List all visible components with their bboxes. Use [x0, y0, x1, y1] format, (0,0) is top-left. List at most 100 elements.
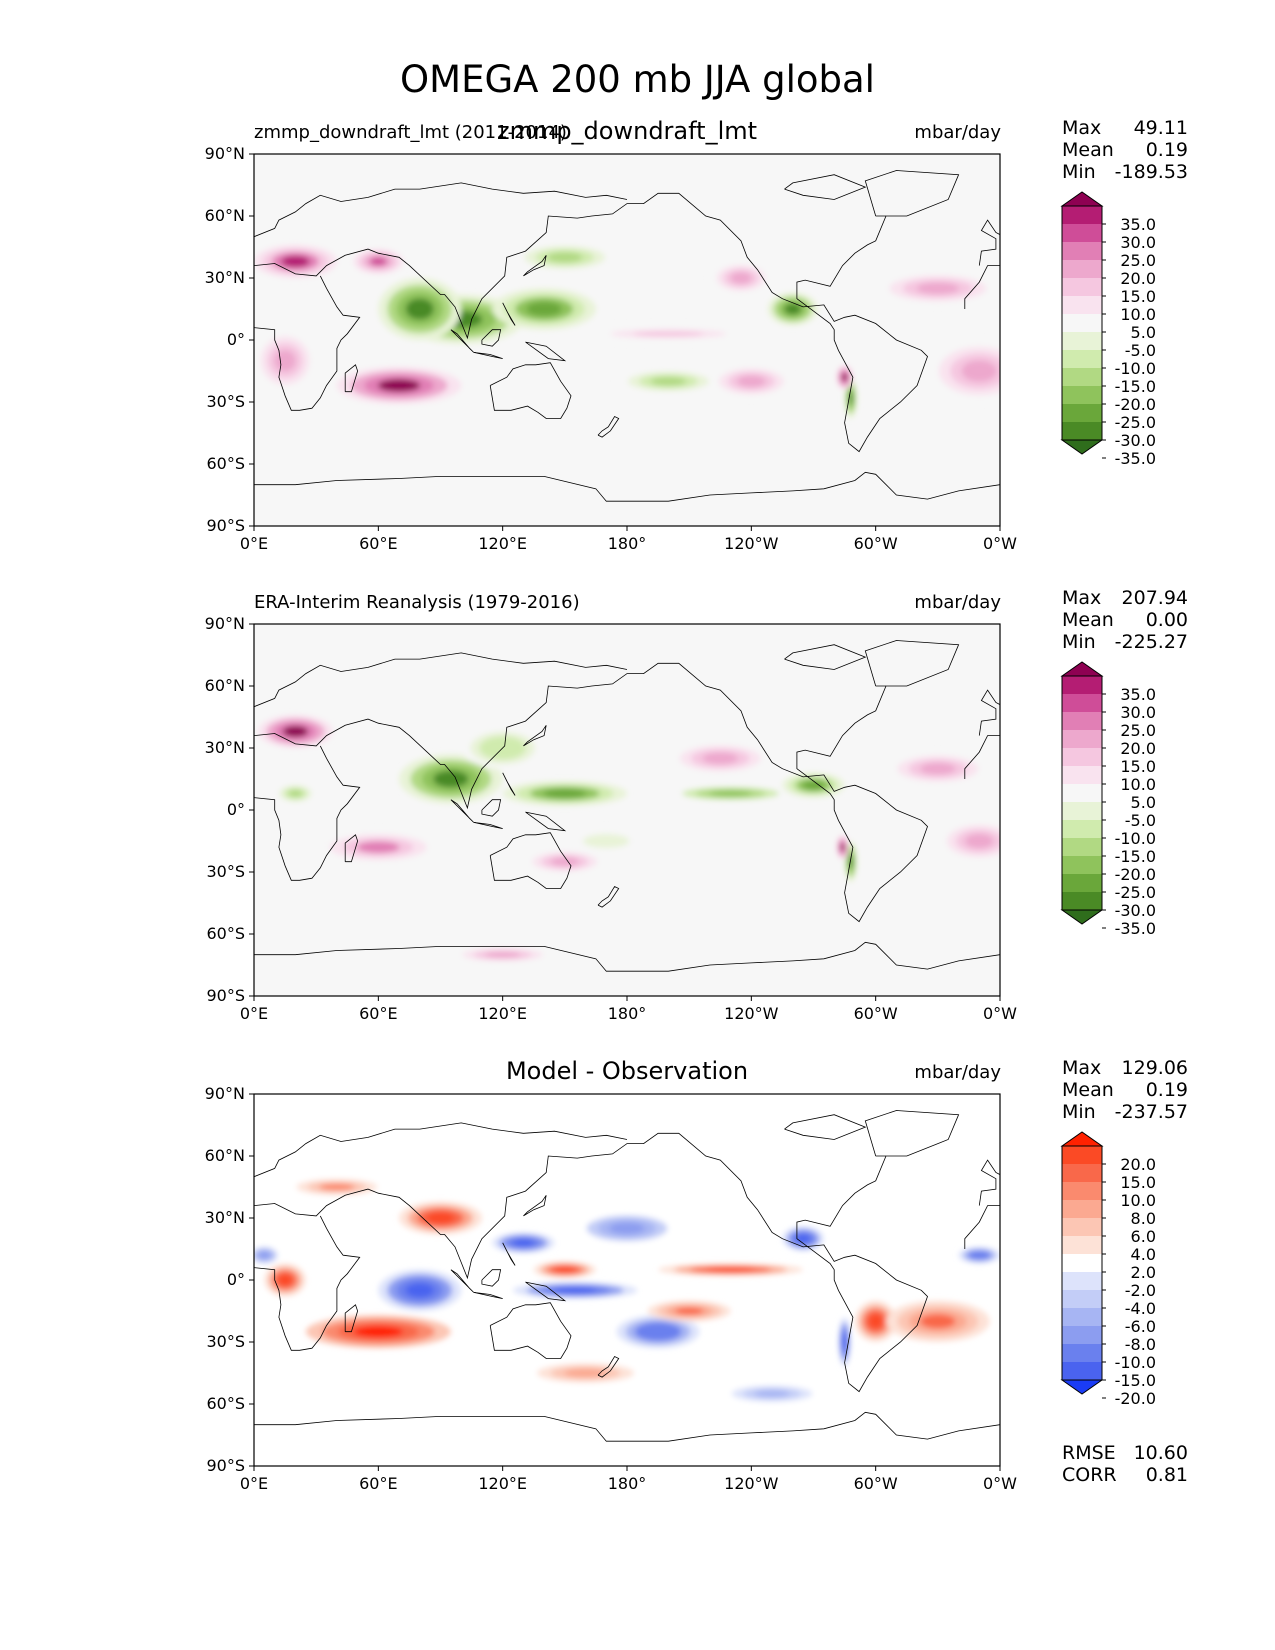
panel3-corr-label: CORR	[1062, 1464, 1117, 1486]
figure-title: OMEGA 200 mb JJA global	[400, 58, 875, 101]
coastline-5	[489, 832, 572, 889]
panel1-min-value: -189.53	[1114, 161, 1188, 183]
colorbar-segment	[1062, 874, 1102, 892]
field-region-13	[705, 1267, 756, 1272]
colorbar-label: -20.0	[1115, 395, 1156, 414]
colorbar-label: 20.0	[1120, 1155, 1156, 1174]
coastline-0	[254, 662, 928, 923]
field-region-12	[920, 763, 956, 775]
field-region-6	[512, 1239, 534, 1247]
coastline-12	[525, 1281, 567, 1302]
coastline-3	[964, 735, 1000, 779]
y-tick-label: 60°S	[206, 1394, 245, 1413]
coastline-2	[254, 1122, 628, 1178]
colorbar-segment	[1062, 1236, 1102, 1254]
map-obs	[254, 624, 1000, 996]
field-region-15	[675, 1307, 704, 1315]
colorbar-segment	[1062, 892, 1102, 910]
y-tick-label: 90°S	[206, 1456, 245, 1475]
colorbar-segment	[1062, 712, 1102, 730]
coastline-14	[523, 1195, 547, 1217]
y-tick-label: 0°	[227, 330, 245, 349]
field-region-4	[972, 1252, 987, 1259]
x-tick-label: 60°W	[854, 534, 898, 553]
panel1-title-left: zmmp_downdraft_lmt (2011-2014)	[254, 122, 567, 143]
colorbar-frame	[1061, 1145, 1103, 1381]
colorbar-segment	[1062, 1344, 1102, 1362]
colorbar-extend-bottom	[1060, 439, 1104, 455]
field-region-11	[426, 1212, 455, 1224]
coastline-1	[978, 689, 1000, 736]
colorbar-segment	[1062, 730, 1102, 748]
colorbar-segment	[1062, 242, 1102, 260]
colorbar-segment	[1062, 1182, 1102, 1200]
colorbar-segment	[1062, 314, 1102, 332]
field-region-3	[802, 780, 825, 790]
panel3-mean-value: 0.19	[1145, 1079, 1188, 1101]
x-tick-label: 0°E	[240, 1004, 268, 1023]
field-region-9	[754, 1390, 790, 1398]
coastline-10	[473, 822, 503, 829]
coastline-15	[784, 1114, 867, 1140]
colorbar-segment	[1062, 1146, 1102, 1164]
coastline-13	[502, 1242, 516, 1266]
colorbar-label: 4.0	[1131, 1245, 1156, 1264]
y-tick-label: 60°N	[205, 1146, 245, 1165]
colorbar-frame	[1061, 675, 1103, 911]
colorbar-label: 25.0	[1120, 251, 1156, 270]
coastline-13	[502, 302, 516, 326]
field-region-8	[842, 1333, 847, 1351]
coastline-11	[481, 799, 502, 817]
colorbar-label: -5.0	[1125, 341, 1156, 360]
panel1-max-value: 49.11	[1133, 117, 1188, 139]
panel2-mean-label: Mean	[1062, 609, 1114, 631]
colorbar-label: -4.0	[1125, 1299, 1156, 1318]
coastline-2	[254, 182, 628, 238]
panel2-mean-value: 0.00	[1145, 609, 1188, 631]
colorbar-segment	[1062, 676, 1102, 694]
field-region-6	[547, 252, 583, 263]
colorbar-segment	[1062, 1308, 1102, 1326]
coastline-16	[864, 640, 960, 687]
field-region-4	[288, 789, 303, 797]
x-tick-label: 0°E	[240, 1474, 268, 1493]
coastline-8	[254, 1411, 1000, 1442]
coastline-12	[525, 811, 567, 832]
field-region-0	[405, 1283, 434, 1298]
colorbar-segment	[1062, 1290, 1102, 1308]
colorbar-segment	[1062, 1326, 1102, 1344]
field-region-9	[377, 379, 421, 392]
colorbar-extend-top	[1060, 191, 1104, 207]
colorbar-label: 35.0	[1120, 215, 1156, 234]
field-region-16	[868, 1314, 883, 1329]
panel1-min-label: Min	[1062, 161, 1096, 183]
field-region-1	[405, 298, 434, 320]
field-region-3	[784, 303, 802, 315]
panel2-min-value: -225.27	[1114, 631, 1188, 653]
colorbar-label: 6.0	[1131, 1227, 1156, 1246]
y-tick-label: 30°N	[205, 1208, 245, 1227]
coastlines	[254, 170, 1000, 502]
colorbar-label: 8.0	[1131, 1209, 1156, 1228]
colorbar-label: -15.0	[1115, 847, 1156, 866]
coastlines	[254, 640, 1000, 972]
coastline-15	[784, 644, 867, 670]
colorbar-segment	[1062, 206, 1102, 224]
colorbar-segment	[1062, 1200, 1102, 1218]
colorbar-segment	[1062, 332, 1102, 350]
y-tick-label: 90°N	[205, 144, 245, 163]
colorbar-label: -2.0	[1125, 1281, 1156, 1300]
y-tick-label: 60°N	[205, 206, 245, 225]
map-background	[254, 624, 1000, 996]
x-tick-label: 60°W	[854, 1474, 898, 1493]
panel1-max-label: Max	[1062, 117, 1102, 139]
colorbar-label: -10.0	[1115, 359, 1156, 378]
coastline-8	[254, 471, 1000, 502]
colorbar-label: -10.0	[1115, 829, 1156, 848]
panel2-units: mbar/day	[914, 592, 1001, 613]
y-tick-label: 90°N	[205, 614, 245, 633]
field-region-2	[643, 1326, 673, 1338]
y-tick-label: 0°	[227, 1270, 245, 1289]
x-tick-label: 120°E	[478, 1004, 527, 1023]
panel2-min-label: Min	[1062, 631, 1096, 653]
